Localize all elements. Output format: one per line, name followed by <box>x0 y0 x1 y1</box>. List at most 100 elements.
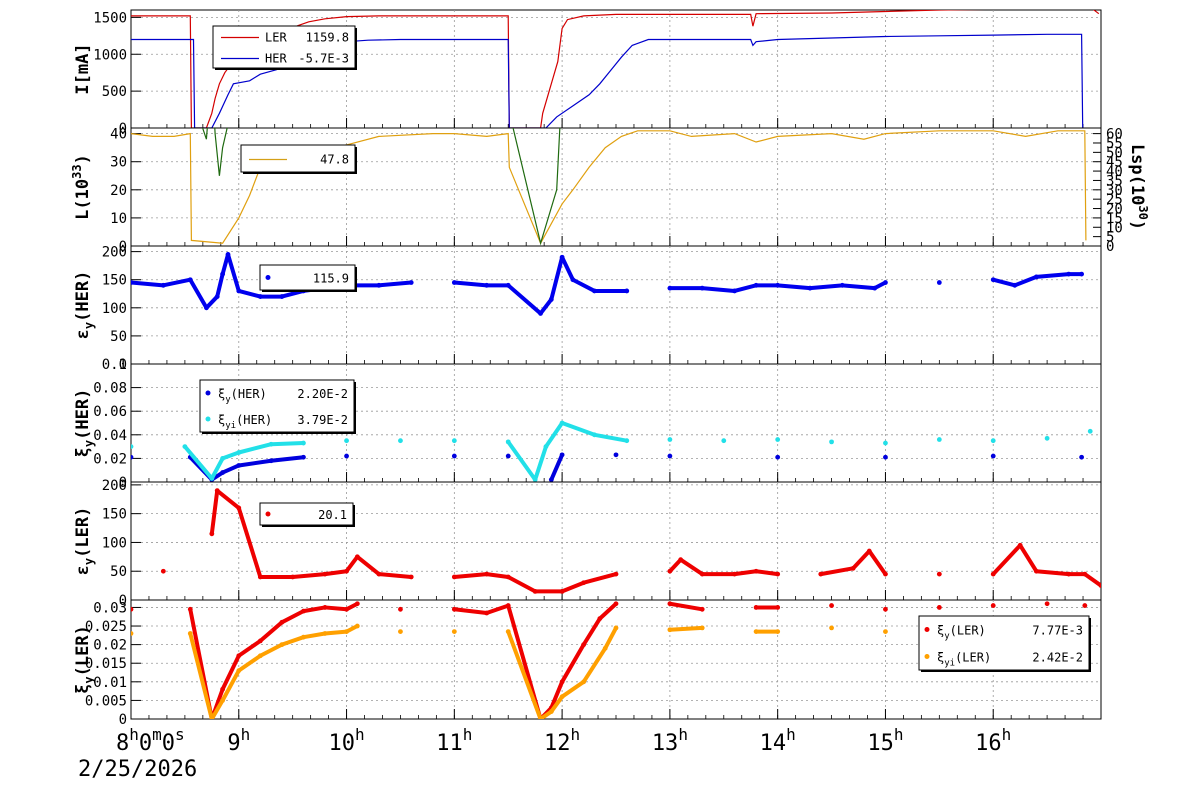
right-y-tick-label: 45 <box>1106 155 1123 171</box>
dot-band <box>220 653 241 692</box>
data-point <box>451 438 457 444</box>
legend-box <box>199 379 355 433</box>
dot-band <box>818 566 856 577</box>
dot-band <box>867 549 888 577</box>
data-point <box>667 453 673 459</box>
data-point <box>1044 601 1050 607</box>
data-point <box>131 454 134 460</box>
data-point <box>613 452 619 458</box>
y-tick-label: 0.08 <box>93 381 127 397</box>
series-group <box>160 488 1101 594</box>
dot-band <box>209 488 220 536</box>
legend-value: 2.20E-2 <box>297 387 348 401</box>
panel-eps_ler: 0 50 100 150 200 εy(LER) 20.1 <box>73 478 1102 609</box>
y-tick-label: 50 <box>110 329 127 345</box>
dot-band <box>700 286 737 293</box>
x-tick-label: 9h <box>227 725 250 756</box>
legend-series-name: ξy(LER) <box>937 624 986 642</box>
data-point <box>883 606 888 612</box>
series-dots-xi_y-LER <box>131 601 1088 719</box>
x-tick-label: 16h <box>975 725 1011 756</box>
panel-current: 0 500 1000 1500 I[mA] LER 1159.8 HER -5.7E-3 <box>73 9 1102 137</box>
series-group <box>131 128 1087 246</box>
x-tick-label: 10h <box>328 725 364 756</box>
dot-band <box>188 277 209 310</box>
y-tick-label: 0 <box>119 121 127 137</box>
dot-band <box>290 572 327 579</box>
dot-band <box>344 554 360 574</box>
dot-band <box>236 458 274 468</box>
dot-band <box>279 609 306 625</box>
panel-xi_her: 0 0.02 0.04 0.06 0.08 0.1 ξy(HER) ξy(HER) 2.20E-… <box>73 357 1102 491</box>
y-tick-label: 150 <box>102 273 127 289</box>
data-point <box>721 438 727 444</box>
data-point <box>451 629 457 635</box>
dot-band <box>355 554 381 577</box>
y-tick-label: 100 <box>102 301 127 317</box>
legend-dot-swatch <box>265 275 271 280</box>
legend-eps_her: 115.9 <box>259 264 357 292</box>
dot-band <box>323 605 349 612</box>
data-point <box>344 438 349 444</box>
data-point <box>1044 435 1050 441</box>
y-axis-label: ξy(HER) <box>73 389 96 458</box>
dot-band <box>323 629 349 636</box>
legend-series-name: LER <box>265 31 287 45</box>
data-point <box>1087 428 1093 434</box>
y-tick-label: 100 <box>102 535 127 551</box>
legend-dot-swatch <box>205 416 211 422</box>
data-point <box>990 453 996 459</box>
legend-box <box>240 144 356 173</box>
data-point <box>936 280 942 285</box>
date-label: 2/25/2026 <box>78 757 197 782</box>
dot-band <box>851 549 872 571</box>
dot-band <box>538 709 554 719</box>
dot-band <box>506 574 538 594</box>
dot-band <box>775 283 812 291</box>
dot-band <box>236 653 263 673</box>
series-group <box>131 601 1088 719</box>
legend-box <box>259 502 354 526</box>
series-line-Lsp <box>201 128 561 246</box>
y-axis-label: εy(HER) <box>73 271 96 340</box>
dot-band <box>506 629 543 719</box>
data-point <box>398 606 403 612</box>
dot-band <box>236 505 263 579</box>
dot-band <box>581 572 618 585</box>
dot-band <box>344 601 360 612</box>
legend-box <box>259 264 356 291</box>
data-point <box>505 453 511 459</box>
dot-band <box>549 679 565 710</box>
y-tick-label: 30 <box>110 155 127 171</box>
right-axis-label: Lsp(1030) <box>1127 144 1150 230</box>
x-tick-label: 12h <box>544 725 580 756</box>
right-y-tick-label: 40 <box>1106 164 1123 180</box>
data-point <box>936 571 942 577</box>
y-tick-label: 1500 <box>93 10 127 26</box>
series-dots-xi_yi-HER <box>131 420 1093 482</box>
dot-band <box>376 572 414 579</box>
y-tick-label: 0.01 <box>93 675 127 691</box>
y-tick-label: 1000 <box>93 47 127 63</box>
legend-xi_ler: ξy(LER) 7.77E-3 ξyi(LER) 2.42E-2 <box>918 615 1091 672</box>
y-tick-label: 0.005 <box>85 693 127 709</box>
dot-band <box>215 488 241 510</box>
legend-current: LER 1159.8 HER -5.7E-3 <box>212 25 357 70</box>
dot-band <box>182 444 214 481</box>
dot-band <box>678 557 705 577</box>
x-tick-label: 13h <box>652 725 688 756</box>
data-point <box>775 454 781 460</box>
dot-band <box>991 543 1023 577</box>
y-tick-label: 0 <box>119 712 127 728</box>
dot-band <box>533 444 548 482</box>
dot-band <box>560 255 575 282</box>
data-point <box>829 439 834 445</box>
dot-band <box>220 668 241 703</box>
dot-band <box>872 280 888 291</box>
right-y-tick-label: 60 <box>1106 127 1123 143</box>
dot-band <box>1012 274 1039 288</box>
right-y-tick-label: 20 <box>1106 202 1123 218</box>
dot-band <box>549 452 565 482</box>
y-tick-label: 0.06 <box>93 404 127 420</box>
